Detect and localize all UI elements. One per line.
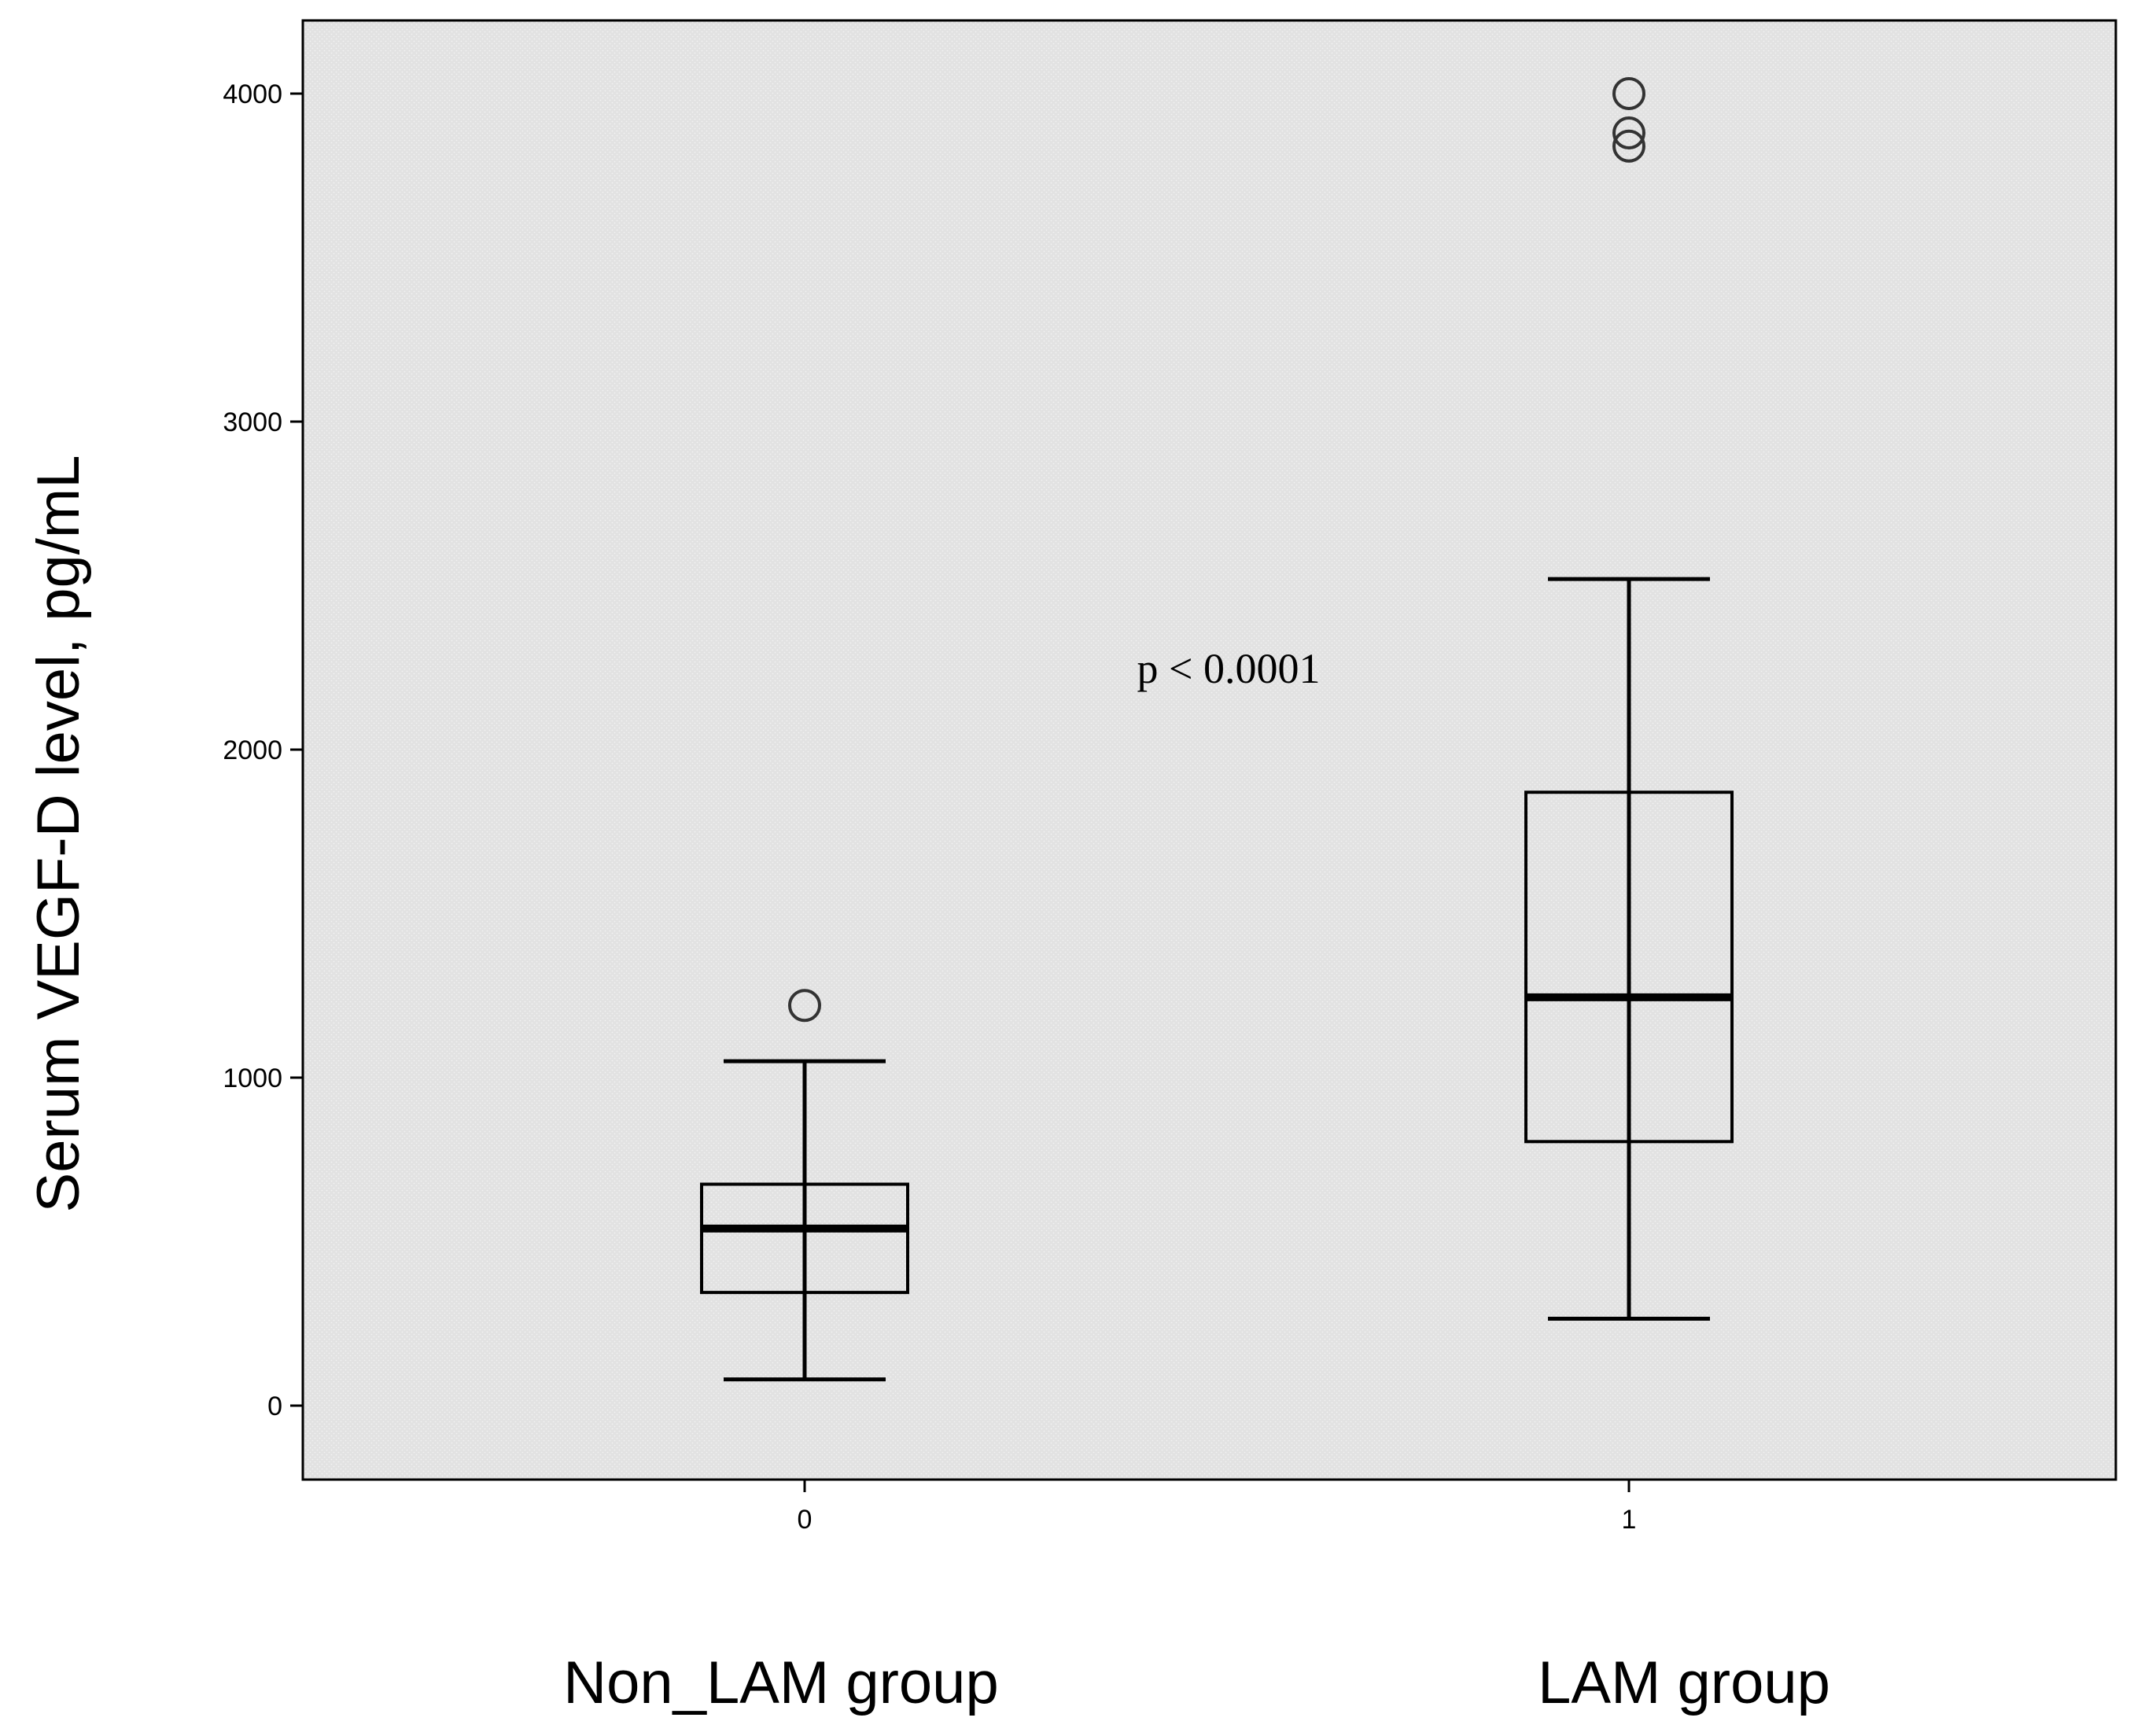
outlier-point — [1612, 116, 1645, 150]
y-axis-title: Serum VEGF-D level, pg/mL — [25, 455, 92, 1213]
x-tick-label: 0 — [798, 1505, 813, 1535]
group-label: LAM group — [1538, 1649, 1830, 1716]
y-tick-label: 0 — [267, 1391, 282, 1421]
x-tick-label: 1 — [1622, 1505, 1637, 1535]
y-tick-label: 2000 — [223, 735, 282, 765]
group-labels: Non_LAM group LAM group — [563, 1649, 1830, 1716]
y-tick-label: 3000 — [223, 407, 282, 437]
y-tick-label: 4000 — [223, 79, 282, 109]
group-label: Non_LAM group — [563, 1649, 998, 1716]
iqr-box — [700, 1182, 909, 1295]
iqr-box — [1524, 791, 1734, 1144]
box-group — [1524, 77, 1734, 1321]
box-group — [700, 989, 909, 1382]
p-value-annotation: p < 0.0001 — [1137, 645, 1321, 692]
outlier-point — [1612, 129, 1645, 163]
y-axis: 0 1000 2000 3000 4000 — [223, 79, 303, 1421]
plot-area — [301, 19, 2117, 1481]
box-series — [700, 77, 1734, 1382]
outlier-point — [1612, 77, 1645, 110]
y-tick-label: 1000 — [223, 1063, 282, 1093]
outlier-point — [788, 989, 821, 1023]
